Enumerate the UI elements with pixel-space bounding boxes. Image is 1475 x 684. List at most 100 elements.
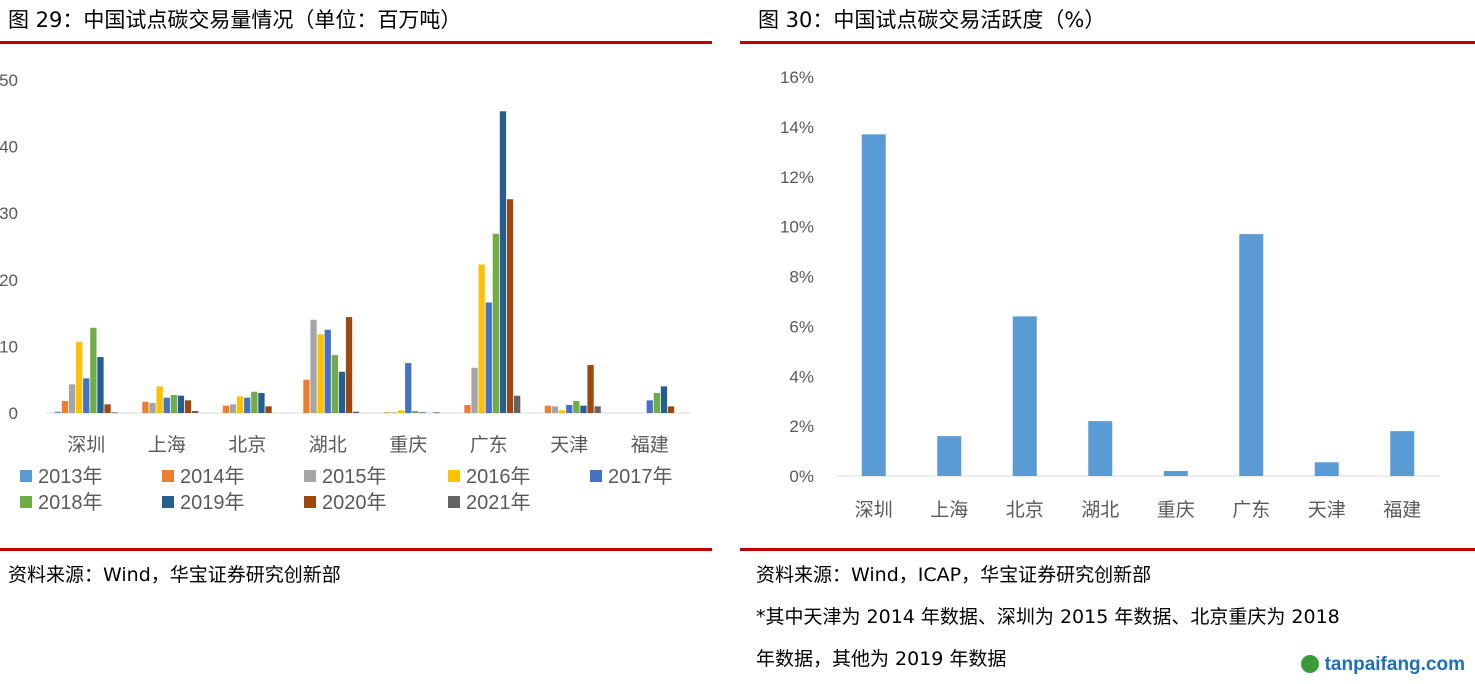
- legend-swatch: [20, 496, 32, 508]
- bar: [478, 264, 485, 413]
- bar: [492, 233, 499, 413]
- bar: [464, 405, 471, 413]
- bar: [83, 378, 90, 413]
- y-tick-label: 0%: [789, 467, 814, 486]
- category-label: 深圳: [855, 499, 893, 521]
- bar: [222, 405, 230, 413]
- bar: [580, 405, 587, 413]
- category-label: 天津: [550, 434, 588, 456]
- bar: [54, 411, 61, 413]
- legend-label: 2016年: [466, 465, 531, 488]
- bar: [485, 302, 492, 413]
- bar: [76, 341, 83, 413]
- bar: [192, 411, 199, 413]
- right-note-line1: *其中天津为 2014 年数据、深圳为 2015 年数据、北京重庆为 2018: [756, 606, 1340, 628]
- left-chart-title: 图 29：中国试点碳交易量情况（单位：百万吨）: [8, 8, 462, 32]
- bar: [551, 406, 559, 413]
- legend-swatch: [162, 470, 174, 482]
- category-label: 深圳: [67, 434, 105, 456]
- bar: [1390, 431, 1415, 476]
- category-label: 重庆: [389, 434, 427, 456]
- bar: [1163, 471, 1188, 476]
- y-tick-label: 16%: [780, 68, 814, 87]
- legend-swatch: [162, 496, 174, 508]
- bar: [1314, 462, 1339, 476]
- bar: [111, 412, 118, 414]
- category-label: 北京: [228, 434, 266, 456]
- category-label: 上海: [930, 499, 968, 521]
- bar: [353, 411, 360, 413]
- y-tick-label: 20: [0, 271, 18, 290]
- category-label: 福建: [1383, 499, 1421, 521]
- watermark-text: tanpaifang.com: [1324, 654, 1465, 675]
- left-title-rule: [0, 41, 712, 44]
- legend-label: 2015年: [322, 465, 387, 488]
- bar: [338, 371, 346, 413]
- left-panel: 图 29：中国试点碳交易量情况（单位：百万吨） 0 10 20 30 40 50 深圳 上海 北…: [0, 0, 712, 684]
- bar: [433, 412, 440, 414]
- category-label: 上海: [148, 434, 186, 456]
- legend-label: 2021年: [466, 491, 531, 514]
- legend-label: 2014年: [180, 465, 245, 488]
- y-tick-label: 4%: [789, 367, 814, 386]
- category-label: 湖北: [309, 434, 347, 456]
- bar: [937, 436, 962, 476]
- bar: [90, 327, 97, 413]
- legend-label: 2013年: [38, 465, 103, 488]
- bar: [170, 395, 177, 413]
- legend-swatch: [448, 470, 460, 482]
- legend-swatch: [304, 470, 316, 482]
- bar: [156, 386, 163, 413]
- bar: [559, 410, 566, 413]
- y-tick-label: 6%: [789, 317, 814, 336]
- right-source-rule: [740, 548, 1475, 551]
- bar: [149, 403, 156, 413]
- category-label: 湖北: [1081, 499, 1119, 521]
- bar: [345, 317, 353, 413]
- bar: [587, 365, 594, 413]
- bar: [398, 410, 405, 413]
- bar: [265, 406, 272, 413]
- right-note-line2: 年数据，其他为 2019 年数据: [756, 648, 1007, 670]
- y-tick-label: 0: [9, 404, 18, 423]
- trading-volume-chart: 0 10 20 30 40 50 深圳 上海 北京 湖北 重庆 广东 天津 福建 2013年 2014年 201…: [0, 71, 690, 514]
- y-tick-label: 40: [0, 138, 18, 157]
- y-tick-label: 2%: [789, 417, 814, 436]
- right-source: 资料来源：Wind，ICAP，华宝证券研究创新部: [756, 564, 1152, 586]
- y-tick-label: 10%: [780, 218, 814, 237]
- bar: [97, 357, 104, 413]
- bar: [667, 406, 675, 413]
- bar: [163, 397, 170, 413]
- category-label: 重庆: [1157, 499, 1195, 521]
- bar: [251, 391, 258, 413]
- bar: [594, 406, 601, 413]
- bar: [303, 379, 310, 413]
- bar: [861, 134, 886, 476]
- bar: [1088, 421, 1113, 476]
- category-label: 广东: [470, 434, 508, 456]
- watermark: tanpaifang.com: [1300, 654, 1465, 676]
- legend-swatch: [590, 470, 602, 482]
- bar: [646, 400, 653, 413]
- category-label: 福建: [631, 434, 669, 456]
- legend-label: 2017年: [608, 465, 673, 488]
- bar: [104, 404, 111, 413]
- legend-label: 2018年: [38, 491, 103, 514]
- bar: [1239, 234, 1264, 476]
- legend-label: 2019年: [180, 491, 245, 514]
- bar: [405, 363, 412, 413]
- y-tick-label: 30: [0, 204, 18, 223]
- bar: [499, 111, 507, 413]
- leaf-logo-icon: [1300, 655, 1319, 673]
- bar: [566, 405, 573, 413]
- bar: [573, 401, 580, 413]
- bar: [184, 400, 192, 413]
- bar: [68, 384, 76, 413]
- bar: [142, 401, 149, 413]
- bar: [506, 199, 514, 413]
- bar: [310, 319, 317, 413]
- bar: [390, 412, 398, 414]
- category-label: 广东: [1232, 499, 1270, 521]
- activity-chart: 0% 2% 4% 6% 8% 10% 12% 14% 16% 深圳 上海 北京 湖北 重庆 广东 天津 福建: [780, 68, 1440, 521]
- right-title-rule: [740, 41, 1475, 44]
